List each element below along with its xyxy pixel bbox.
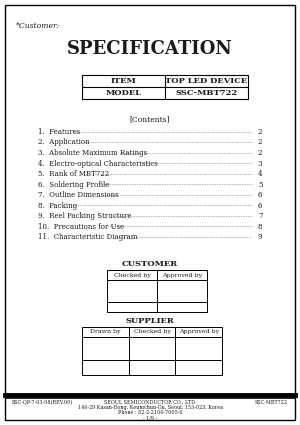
Text: SSC-MBT722: SSC-MBT722 — [176, 89, 238, 97]
Text: 5.  Rank of MBT722: 5. Rank of MBT722 — [38, 170, 109, 178]
Text: 2: 2 — [258, 149, 262, 157]
Text: 9.  Reel Packing Structure: 9. Reel Packing Structure — [38, 212, 131, 220]
Text: 2: 2 — [258, 128, 262, 136]
Text: Checked by: Checked by — [134, 329, 170, 334]
Text: 2: 2 — [258, 139, 262, 147]
Text: SUPPLIER: SUPPLIER — [126, 317, 174, 325]
Text: 1.  Features: 1. Features — [38, 128, 80, 136]
Text: Approved by: Approved by — [162, 272, 202, 278]
Text: MODEL: MODEL — [105, 89, 142, 97]
Text: 3: 3 — [258, 159, 262, 167]
Text: SSC-QP-7-03-08(REV.00): SSC-QP-7-03-08(REV.00) — [12, 400, 73, 405]
Text: 4: 4 — [258, 170, 262, 178]
Text: 8: 8 — [258, 223, 262, 230]
Text: Checked by: Checked by — [114, 272, 150, 278]
Text: 5: 5 — [258, 181, 262, 189]
Text: Approved by: Approved by — [178, 329, 219, 334]
Text: 6: 6 — [258, 201, 262, 210]
Text: CUSTOMER: CUSTOMER — [122, 260, 178, 268]
Text: Drawn by: Drawn by — [90, 329, 121, 334]
Text: 10.  Precautions for Use: 10. Precautions for Use — [38, 223, 124, 230]
Bar — [82, 327, 222, 375]
Text: 3.  Absolute Maximum Ratings: 3. Absolute Maximum Ratings — [38, 149, 147, 157]
Text: 7.  Outline Dimensions: 7. Outline Dimensions — [38, 191, 118, 199]
Text: 7: 7 — [258, 212, 262, 220]
Text: SEOUL SEMICONDUCTOR CO., LTD.: SEOUL SEMICONDUCTOR CO., LTD. — [104, 400, 196, 405]
Text: 146-29 Kasan-Dong, Keumchun-Gu, Seoul, 153-023, Korea: 146-29 Kasan-Dong, Keumchun-Gu, Seoul, 1… — [77, 405, 223, 410]
Text: 6.  Soldering Profile: 6. Soldering Profile — [38, 181, 110, 189]
Text: - 1/9 -: - 1/9 - — [143, 415, 157, 420]
Text: 4.  Electro-optical Characteristics: 4. Electro-optical Characteristics — [38, 159, 158, 167]
Bar — [107, 270, 207, 312]
Text: ITEM: ITEM — [111, 77, 136, 85]
Text: 8.  Packing: 8. Packing — [38, 201, 77, 210]
Bar — [82, 75, 248, 99]
Text: SPECIFICATION: SPECIFICATION — [67, 40, 233, 58]
Text: *Customer:: *Customer: — [16, 22, 60, 30]
Text: 9: 9 — [258, 233, 262, 241]
Text: TOP LED DEVICE: TOP LED DEVICE — [165, 77, 248, 85]
Text: 6: 6 — [258, 191, 262, 199]
Text: 11.  Characteristic Diagram: 11. Characteristic Diagram — [38, 233, 137, 241]
Text: Phone : 82-2-2106-7005-6: Phone : 82-2-2106-7005-6 — [118, 410, 182, 415]
Text: SSC-MBT722: SSC-MBT722 — [255, 400, 288, 405]
Text: 2.  Application: 2. Application — [38, 139, 90, 147]
Text: [Contents]: [Contents] — [130, 115, 170, 123]
